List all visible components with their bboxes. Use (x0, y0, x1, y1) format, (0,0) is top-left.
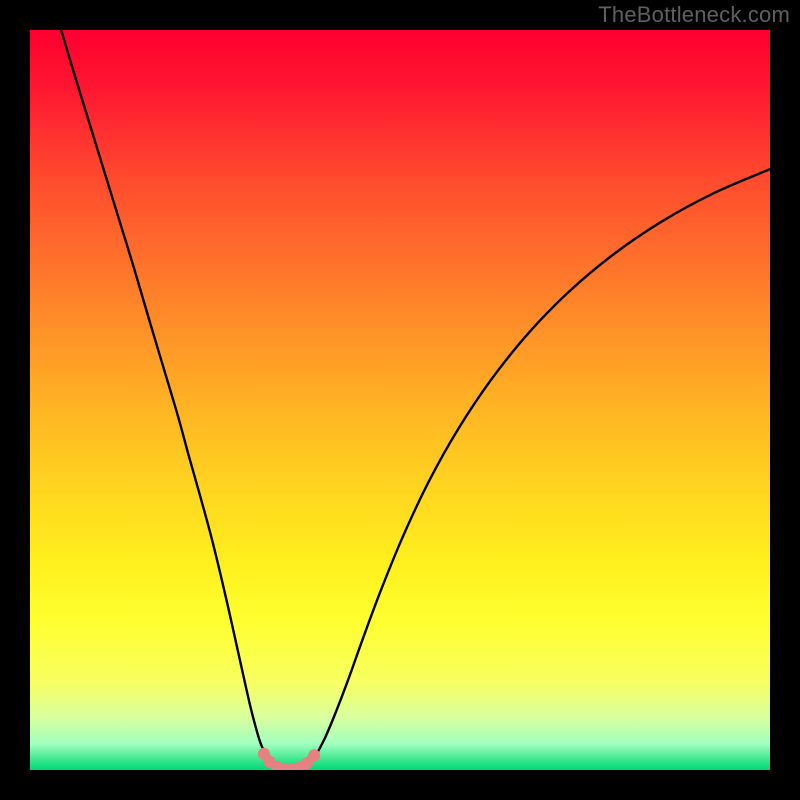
watermark-label: TheBottleneck.com (598, 2, 790, 28)
marker-dot (308, 749, 320, 761)
chart-canvas: TheBottleneck.com (0, 0, 800, 800)
plot-area (30, 30, 770, 775)
gradient-background (30, 30, 770, 770)
bottleneck-chart-svg (0, 0, 800, 800)
